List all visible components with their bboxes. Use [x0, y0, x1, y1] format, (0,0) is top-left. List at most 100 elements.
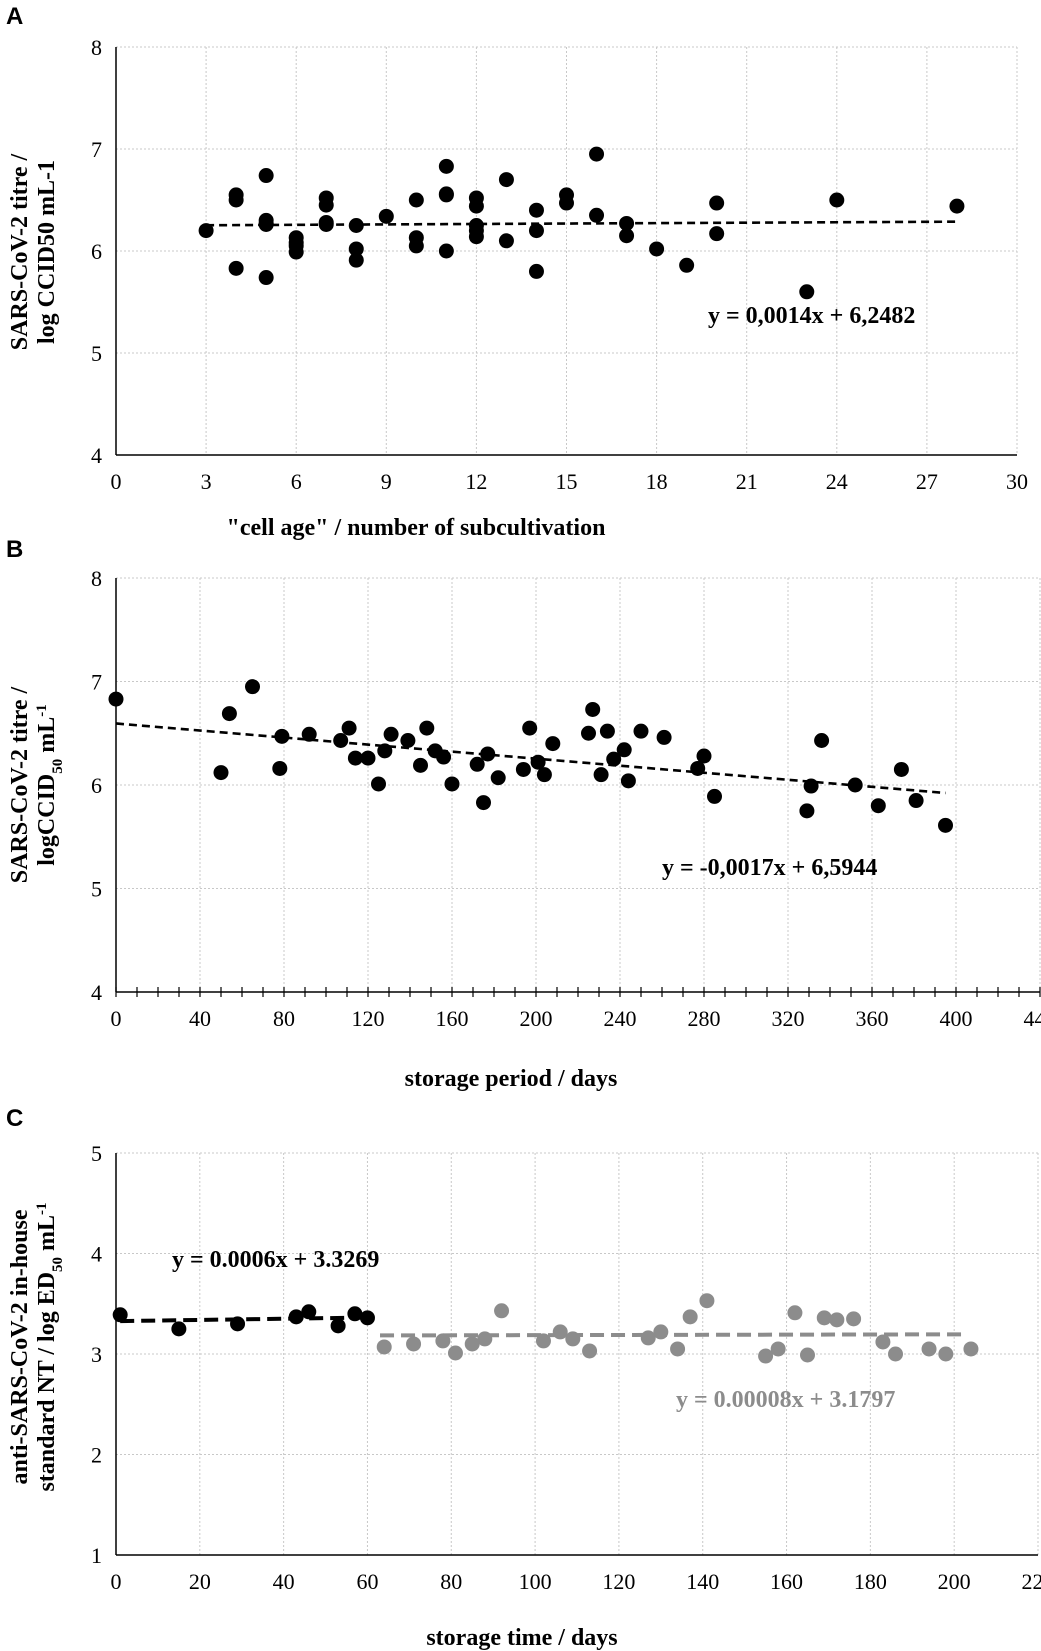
- x-tick-label: 0: [111, 1569, 122, 1594]
- data-point: [213, 765, 229, 781]
- data-point: [679, 257, 695, 273]
- y-axis-title-superscript: -1: [34, 704, 50, 717]
- x-tick-label: 120: [352, 1006, 385, 1031]
- y-tick-label: 4: [91, 980, 102, 1005]
- x-tick-label: 6: [291, 469, 302, 494]
- data-point: [528, 263, 544, 279]
- y-axis-title: anti-SARS-CoV-2 in-house standard NT / l…: [7, 1202, 66, 1491]
- x-tick-label: 80: [273, 1006, 295, 1031]
- panel-c: C 0 20 40 60 80 100 120 140 160 180 200 220 1 2 3 4 5 an…: [6, 1105, 1041, 1651]
- trendline-equation: y = 0.00008x + 3.1797: [676, 1387, 895, 1413]
- y-tick-label: 5: [91, 341, 102, 366]
- data-point: [408, 238, 424, 254]
- y-tick-label: 4: [91, 443, 102, 468]
- x-axis-title: storage time / days: [426, 1625, 617, 1651]
- data-point: [413, 757, 428, 773]
- x-tick-label: 3: [201, 469, 212, 494]
- data-point: [938, 817, 953, 833]
- x-axis-title: "cell age" / number of subcultivation: [227, 515, 606, 541]
- data-point: [528, 223, 544, 239]
- x-tick-label: 320: [772, 1006, 805, 1031]
- y-axis-title-subscript: 50: [50, 1257, 66, 1272]
- data-point: [846, 1311, 862, 1327]
- data-point: [949, 198, 965, 214]
- data-point: [770, 1341, 786, 1357]
- data-point: [690, 760, 706, 776]
- data-point: [464, 1336, 480, 1352]
- data-point: [347, 1306, 363, 1322]
- panel-a: A 0 3 6 9 12 15 18 21 24 27 30 4 5 6 7 8 SARS-CoV-2 tit…: [6, 3, 1028, 541]
- data-point: [633, 723, 649, 739]
- data-point: [490, 770, 506, 786]
- data-point: [468, 198, 484, 214]
- data-point: [301, 1304, 317, 1320]
- data-point: [552, 1324, 568, 1340]
- data-point: [378, 208, 394, 224]
- data-point: [348, 241, 364, 257]
- data-point: [816, 1310, 832, 1326]
- y-tick-label: 7: [91, 137, 102, 162]
- data-point: [707, 788, 722, 804]
- y-tick-label: 7: [91, 670, 102, 695]
- data-point: [814, 732, 830, 748]
- data-point: [330, 1318, 346, 1334]
- panel-b: B 0408012016020024028032036040044045678 …: [6, 536, 1041, 1092]
- data-point: [670, 1341, 686, 1357]
- data-point: [870, 798, 886, 814]
- data-point: [438, 187, 454, 203]
- data-point: [477, 1331, 493, 1347]
- data-point: [522, 720, 538, 736]
- trendline-equation: y = -0,0017x + 6,5944: [662, 855, 877, 881]
- data-point: [498, 172, 514, 188]
- data-point: [585, 701, 601, 717]
- x-tick-label: 40: [189, 1006, 211, 1031]
- x-tick-label: 360: [856, 1006, 889, 1031]
- data-point: [245, 679, 260, 695]
- data-point: [699, 1293, 715, 1309]
- data-point: [606, 751, 622, 767]
- data-point: [709, 195, 725, 211]
- data-point: [528, 202, 544, 218]
- data-point: [468, 229, 484, 245]
- x-tick-label: 280: [688, 1006, 721, 1031]
- x-tick-label: 200: [938, 1569, 971, 1594]
- data-point: [589, 146, 605, 162]
- data-point: [198, 223, 214, 239]
- y-tick-label: 5: [91, 1141, 102, 1166]
- y-axis-title-line-1: anti-SARS-CoV-2 in-house: [7, 1209, 33, 1484]
- data-point: [112, 1307, 128, 1323]
- data-point: [829, 1312, 845, 1328]
- data-point: [682, 1309, 698, 1325]
- x-tick-label: 180: [854, 1569, 887, 1594]
- data-point: [559, 195, 574, 211]
- trendline-equation: y = 0,0014x + 6,2482: [708, 303, 915, 329]
- data-point: [875, 1334, 891, 1350]
- x-tick-label: 27: [916, 469, 938, 494]
- x-tick-label: 21: [736, 469, 758, 494]
- data-point: [383, 726, 399, 742]
- data-point: [803, 778, 819, 794]
- y-axis-title-unit: mL: [34, 717, 60, 759]
- data-point: [419, 720, 435, 736]
- data-point: [360, 750, 376, 766]
- data-point: [447, 1345, 463, 1361]
- y-tick-label: 8: [91, 566, 102, 591]
- x-tick-label: 140: [686, 1569, 719, 1594]
- data-point: [408, 192, 424, 208]
- data-point: [171, 1321, 187, 1337]
- data-point: [656, 729, 672, 745]
- data-point: [696, 748, 712, 764]
- data-point: [436, 749, 452, 765]
- x-tick-label: 0: [111, 1006, 122, 1031]
- data-point: [258, 168, 274, 184]
- data-point: [108, 691, 124, 707]
- data-point: [800, 1347, 815, 1363]
- data-point: [348, 218, 364, 233]
- data-point: [938, 1346, 954, 1362]
- data-point: [589, 207, 605, 223]
- trendline-equation: y = 0.0006x + 3.3269: [172, 1247, 379, 1273]
- data-point: [593, 767, 609, 783]
- data-point: [799, 284, 815, 300]
- x-tick-label: 80: [440, 1569, 462, 1594]
- data-point: [377, 743, 393, 759]
